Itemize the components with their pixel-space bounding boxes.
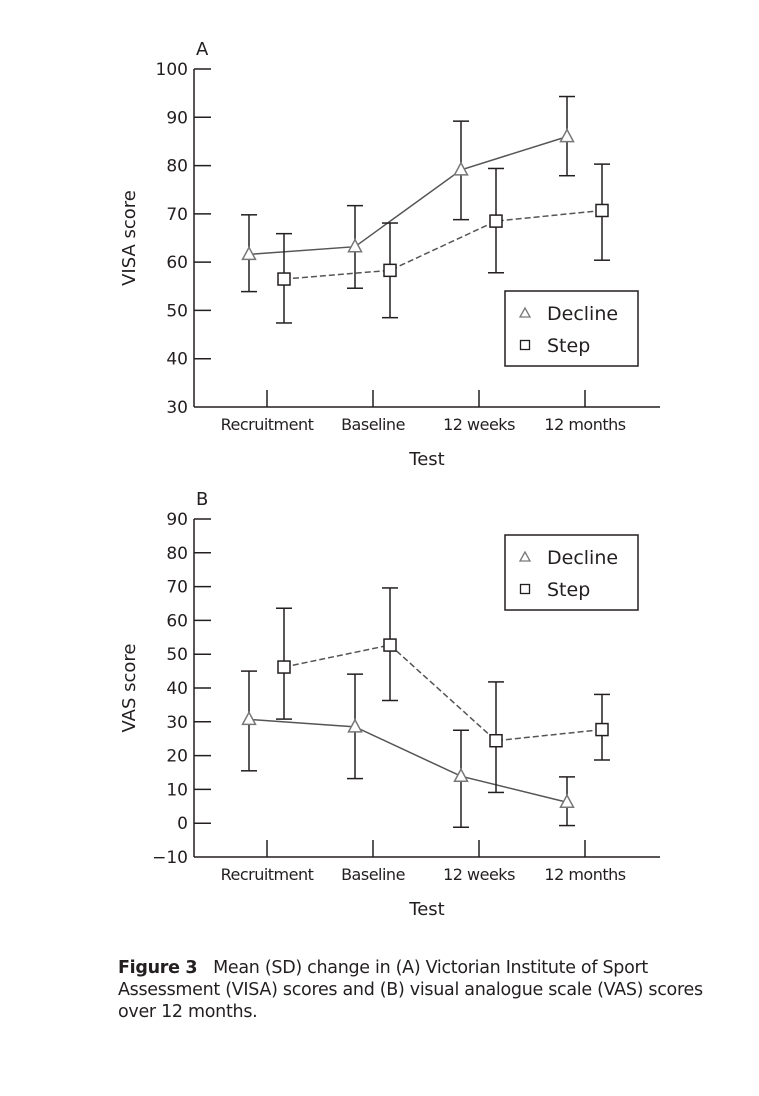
y-tick-label: 90 — [166, 108, 188, 128]
legend-label: Step — [547, 579, 590, 601]
x-tick-label: 12 months — [544, 865, 625, 884]
data-point-square — [489, 733, 503, 748]
y-tick-label: 80 — [166, 157, 188, 177]
y-tick-label: 30 — [166, 398, 188, 418]
legend-square-icon — [519, 583, 531, 595]
y-tick-label: 30 — [166, 713, 188, 733]
data-point-square — [277, 660, 291, 674]
data-point-square — [595, 203, 609, 218]
y-tick-label: 80 — [166, 544, 188, 564]
data-point-square — [383, 263, 397, 278]
data-point-triangle — [347, 238, 363, 253]
data-point-triangle — [453, 161, 469, 176]
chart-panel-B: −10 0 10 20 30 40 50 60 70 80 90 Recruitment Baselin… — [119, 489, 660, 920]
x-tick-label: 12 weeks — [443, 415, 515, 434]
x-tick-label: Baseline — [341, 865, 405, 884]
y-tick-label: −10 — [152, 848, 188, 868]
y-axis-label: VAS score — [119, 644, 140, 733]
legend: Decline Step — [504, 534, 639, 611]
legend-label: Step — [547, 335, 590, 357]
series-decline — [241, 670, 575, 829]
chart-panel-A: 30 40 50 60 70 80 90 100 Recruitment Baseline 12 w… — [119, 39, 660, 470]
y-axis-label: VISA score — [119, 190, 140, 286]
legend-box — [504, 534, 639, 611]
caption-text: Mean (SD) change in (A) Victorian Instit… — [118, 958, 703, 1022]
x-tick-label: 12 months — [544, 415, 625, 434]
y-tick-label: 70 — [166, 205, 188, 225]
legend-box — [504, 290, 639, 367]
x-axis-label: Test — [408, 449, 444, 470]
series-step — [276, 163, 610, 324]
y-tick-label: 50 — [166, 301, 188, 321]
caption-label: Figure 3 — [118, 958, 198, 978]
y-tick-label: 10 — [166, 780, 188, 800]
x-tick-label: Baseline — [341, 415, 405, 434]
legend-triangle-icon — [518, 550, 532, 562]
data-point-square — [489, 214, 503, 228]
y-tick-label: 100 — [156, 60, 188, 80]
series-decline — [241, 95, 575, 293]
panel-label: A — [196, 39, 209, 60]
y-tick-label: 20 — [166, 747, 188, 767]
y-tick-label: 50 — [166, 645, 188, 665]
y-tick-label: 60 — [166, 253, 188, 273]
data-point-square — [277, 272, 291, 286]
x-tick-label: Recruitment — [221, 865, 314, 884]
data-point-triangle — [559, 128, 575, 143]
series-line — [248, 135, 568, 256]
series-line — [283, 209, 603, 280]
panel-label: B — [196, 489, 208, 510]
y-tick-label: 90 — [166, 510, 188, 530]
y-tick-label: 40 — [166, 679, 188, 699]
series-line — [283, 644, 603, 742]
data-point-square — [383, 638, 397, 652]
y-tick-label: 60 — [166, 611, 188, 631]
series-line — [248, 718, 568, 803]
legend-triangle-icon — [518, 306, 532, 318]
y-tick-label: 40 — [166, 350, 188, 370]
series-step — [276, 587, 610, 794]
y-tick-label: 0 — [177, 814, 188, 834]
y-tick-label: 70 — [166, 578, 188, 598]
data-point-triangle — [347, 718, 363, 733]
data-point-triangle — [559, 793, 575, 808]
x-tick-label: 12 weeks — [443, 865, 515, 884]
x-axis-label: Test — [408, 899, 444, 920]
x-tick-label: Recruitment — [221, 415, 314, 434]
legend-label: Decline — [547, 547, 618, 569]
data-point-triangle — [241, 245, 257, 261]
data-point-triangle — [241, 710, 257, 726]
legend-label: Decline — [547, 303, 618, 325]
data-point-square — [595, 722, 609, 737]
data-point-triangle — [453, 767, 469, 782]
legend: Decline Step — [504, 290, 639, 367]
figure-caption: Figure 3 Mean (SD) change in (A) Victori… — [118, 957, 718, 1023]
legend-square-icon — [519, 339, 531, 351]
